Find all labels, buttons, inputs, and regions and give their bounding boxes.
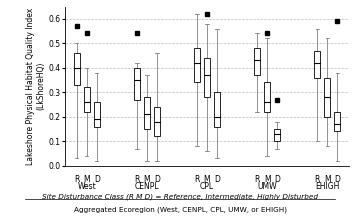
Bar xyxy=(84,87,90,112)
Text: M: M xyxy=(264,175,270,184)
Text: CPL: CPL xyxy=(200,182,214,191)
Text: M: M xyxy=(84,175,90,184)
Text: CENPL: CENPL xyxy=(135,182,159,191)
Bar xyxy=(274,129,280,141)
Text: M: M xyxy=(204,175,210,184)
Text: EHIGH: EHIGH xyxy=(315,182,339,191)
Bar xyxy=(324,78,330,117)
Bar xyxy=(134,68,140,100)
Text: D: D xyxy=(334,175,340,184)
Text: M: M xyxy=(144,175,150,184)
Y-axis label: Lakeshore Physical Habitat Quality Index
(LkShoreHQ): Lakeshore Physical Habitat Quality Index… xyxy=(26,7,46,165)
Bar xyxy=(194,48,200,82)
Text: D: D xyxy=(154,175,160,184)
Bar xyxy=(204,58,210,97)
Bar xyxy=(264,82,270,112)
Text: R: R xyxy=(255,175,260,184)
Text: R: R xyxy=(74,175,80,184)
Text: Aggregated Ecoregion (West, CENPL, CPL, UMW, or EHIGH): Aggregated Ecoregion (West, CENPL, CPL, … xyxy=(73,206,287,213)
Text: R: R xyxy=(134,175,140,184)
Text: R: R xyxy=(315,175,320,184)
Bar xyxy=(74,53,80,85)
Bar xyxy=(214,92,220,126)
Text: R: R xyxy=(194,175,200,184)
Text: D: D xyxy=(94,175,100,184)
Text: D: D xyxy=(274,175,280,184)
Bar xyxy=(144,97,150,129)
Bar xyxy=(254,48,260,75)
Text: D: D xyxy=(214,175,220,184)
Text: M: M xyxy=(324,175,330,184)
Bar xyxy=(314,51,320,78)
Bar xyxy=(154,107,160,136)
Bar xyxy=(334,112,340,131)
Text: Site Disturbance Class (R M D) = Reference, Intermediate, Highly Disturbed: Site Disturbance Class (R M D) = Referen… xyxy=(42,193,318,199)
Text: West: West xyxy=(77,182,96,191)
Text: UMW: UMW xyxy=(257,182,277,191)
Bar xyxy=(94,102,100,126)
